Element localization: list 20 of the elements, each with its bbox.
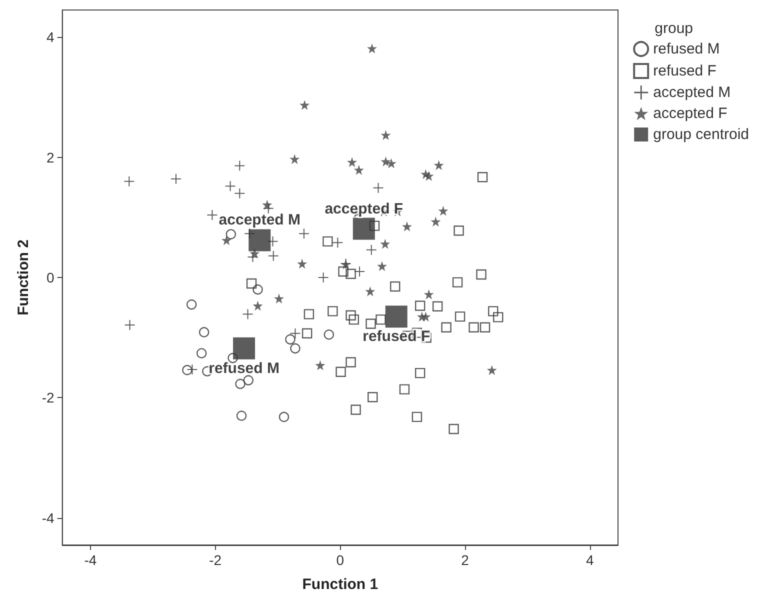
y-tick-label: -4 [42, 510, 55, 526]
x-tick-label: -4 [84, 552, 97, 568]
annotation: accepted M [218, 212, 300, 229]
y-tick-label: 4 [46, 29, 55, 46]
legend-title: group [654, 20, 694, 37]
x-tick-label: 2 [461, 552, 470, 568]
x-tick-label: -2 [209, 552, 222, 568]
legend-label: accepted M [653, 84, 731, 101]
legend-label: refused M [653, 40, 720, 58]
legend-label: group centroid [653, 126, 750, 143]
x-axis-title: Function 1 [302, 576, 378, 593]
y-tick-label: 0 [46, 270, 55, 286]
x-tick-label: 4 [586, 552, 594, 568]
y-tick-label: 2 [46, 149, 55, 166]
legend-label: refused F [653, 62, 716, 80]
legend-label: accepted F [653, 105, 728, 122]
x-tick-label: 0 [336, 552, 344, 568]
annotation: refused M [208, 360, 280, 377]
y-tick-label: -2 [42, 390, 55, 406]
y-axis-title: Function 2 [15, 240, 32, 316]
